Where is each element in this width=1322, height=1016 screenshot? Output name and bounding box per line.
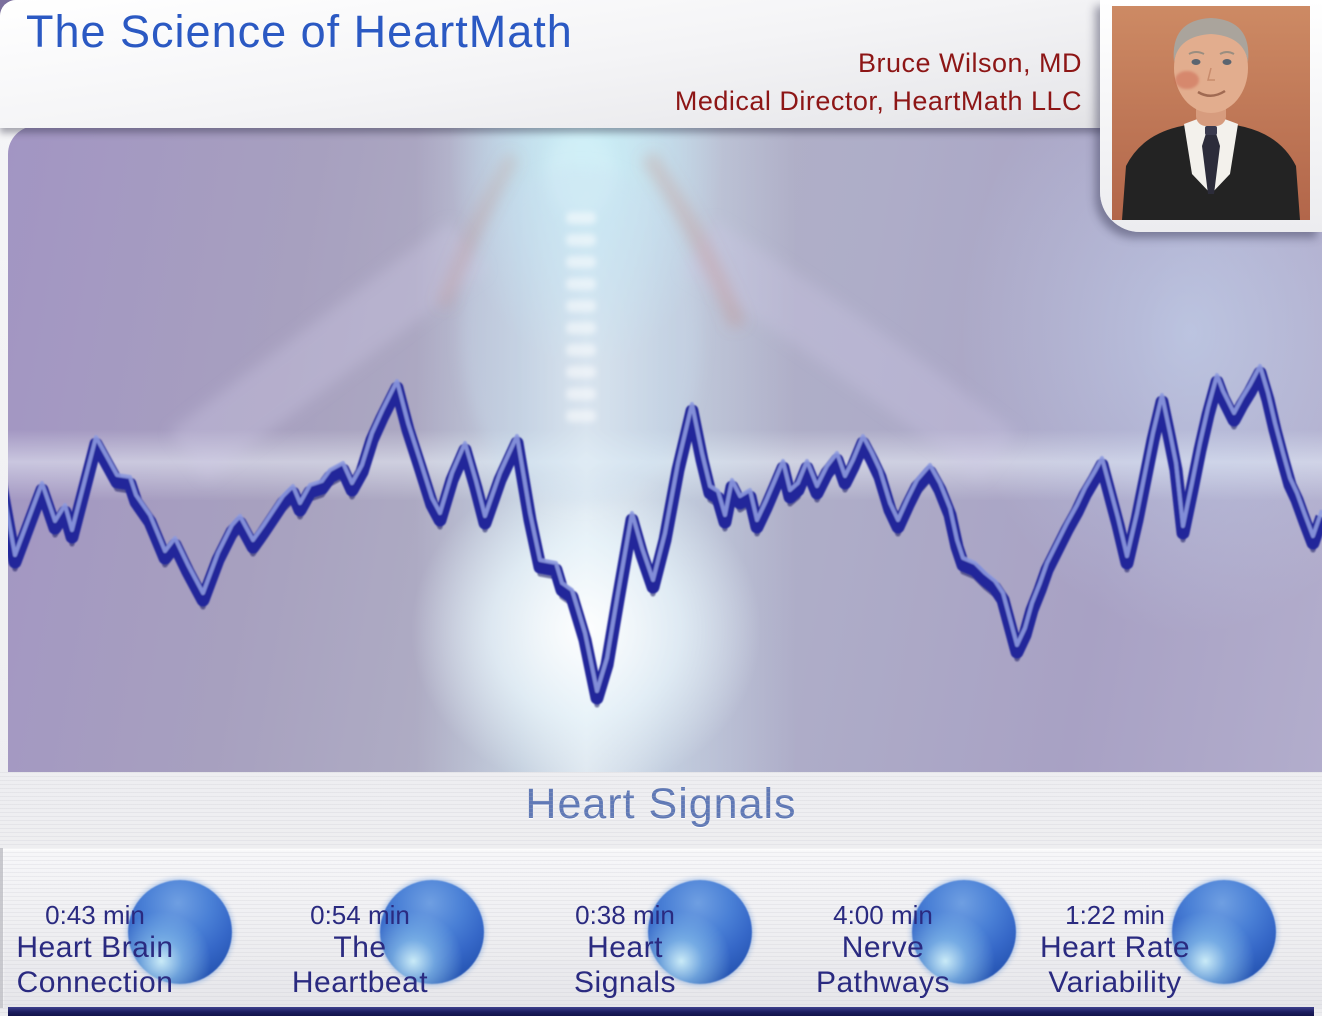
chapter-title-line: Heart	[587, 931, 663, 964]
chapter-sphere-button[interactable]	[128, 880, 232, 984]
portrait-brow-left	[1188, 51, 1205, 55]
energy-figure-graphic	[169, 130, 1017, 506]
chapter-title-line: Heart Brain	[16, 931, 174, 964]
chapter-duration: 4:00 min	[833, 900, 933, 930]
chapter-button-the-heartbeat[interactable]: 0:54 min The Heartbeat	[265, 880, 484, 1000]
presenter-name: Bruce Wilson, MD	[857, 48, 1082, 78]
page-title: The Science of HeartMath	[26, 6, 573, 57]
chapter-title-line: The	[333, 931, 387, 964]
chapter-title-line: Pathways	[815, 966, 951, 999]
chapter-duration: 0:54 min	[310, 900, 410, 930]
portrait-smile	[1197, 89, 1226, 97]
presenter-photo	[1112, 6, 1310, 220]
figure-arm-right	[682, 220, 1017, 480]
portrait-tie-knot	[1205, 126, 1217, 135]
chapter-duration: 0:38 min	[575, 900, 675, 930]
portrait-tie	[1202, 130, 1220, 194]
portrait-nose	[1207, 67, 1215, 81]
chapter-button-heart-brain-connection[interactable]: 0:43 min Heart Brain Connection	[0, 880, 232, 1000]
chapter-button-heart-signals[interactable]: 0:38 min Heart Signals	[530, 880, 752, 1000]
presenter-photo-frame	[1100, 0, 1322, 232]
portrait-hair	[1173, 18, 1249, 62]
chapter-title-line: Connection	[16, 966, 174, 999]
portrait-cheek	[1175, 71, 1199, 89]
chapter-title-line: Nerve	[841, 931, 925, 964]
figure-torso-glow	[461, 166, 701, 506]
hrv-waveform-graphic	[8, 364, 1322, 708]
waveform-highlight-line	[8, 364, 1322, 693]
bottom-accent-strip	[8, 1007, 1314, 1016]
chapter-duration: 0:43 min	[45, 900, 145, 930]
figure-arm-left	[169, 221, 486, 480]
chapter-duration: 1:22 min	[1065, 900, 1165, 930]
chapter-sphere-button[interactable]	[1172, 880, 1276, 984]
chapter-sphere-button[interactable]	[912, 880, 1016, 984]
portrait-brow-right	[1219, 51, 1235, 55]
chapter-title-line: Heart Rate	[1039, 931, 1191, 964]
chapter-title-line: Signals	[574, 966, 676, 999]
portrait-eye-right	[1222, 59, 1232, 65]
section-title: Heart Signals	[525, 780, 797, 828]
portrait-eye-left	[1191, 59, 1201, 65]
chapter-title-line: Heartbeat	[291, 966, 429, 999]
presenter-portrait-graphic	[1112, 6, 1310, 220]
main-visualization	[8, 126, 1322, 772]
presenter-role: Medical Director, HeartMath LLC	[674, 86, 1082, 116]
energy-wisp-right	[641, 151, 746, 329]
energy-wisp-left	[436, 152, 520, 309]
chapter-sphere-button[interactable]	[648, 880, 752, 984]
chapter-title-line: Variability	[1048, 966, 1182, 999]
chapter-sphere-button[interactable]	[380, 880, 484, 984]
chapter-button-heart-rate-variability[interactable]: 1:22 min Heart Rate Variability	[1020, 880, 1276, 1000]
chapter-button-nerve-pathways[interactable]: 4:00 min Nerve Pathways	[788, 880, 1016, 1000]
figure-spine	[566, 212, 596, 422]
presenter-credits: Bruce Wilson, MD Medical Director, Heart…	[462, 44, 1082, 120]
